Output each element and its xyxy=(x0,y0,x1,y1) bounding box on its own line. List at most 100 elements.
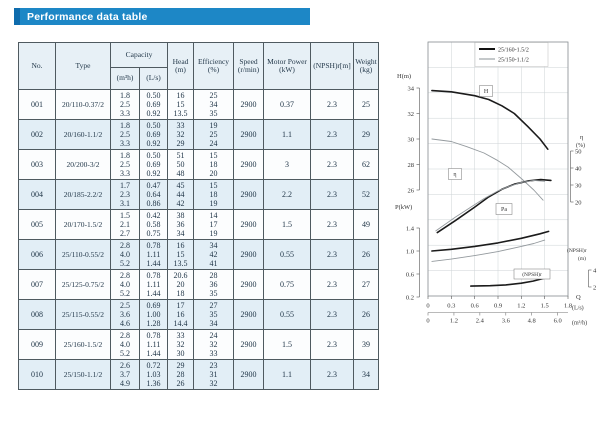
eta-curve-thin xyxy=(435,179,546,232)
cell-head: 29 28 26 xyxy=(167,359,195,390)
table-header: No. Type Capacity Head (m) Efficiency (%… xyxy=(18,42,380,90)
H-tick-label: 30 xyxy=(408,136,415,143)
eta-axis-label: η xyxy=(580,134,584,141)
header-efficiency: Efficiency (%) xyxy=(193,42,235,90)
cell-capacity_ls: 0.78 1.11 1.44 xyxy=(138,269,169,300)
H-tick-label: 26 xyxy=(408,187,415,194)
x-tick-m3h: 6.0 xyxy=(554,318,562,325)
cell-capacity_m3h: 1.7 2.3 3.1 xyxy=(110,179,140,210)
x-axis-label: Q xyxy=(576,294,581,301)
cell-head: 16 15 13.5 xyxy=(167,239,195,270)
legend-box xyxy=(474,42,549,67)
header-head: Head (m) xyxy=(167,42,195,90)
curve-label: η xyxy=(453,172,456,178)
cell-efficiency: 27 35 34 xyxy=(193,299,235,330)
npsh-curve-thick xyxy=(469,277,546,287)
x-tick-ls: 1.5 xyxy=(541,303,549,310)
curve-label: H xyxy=(484,89,489,95)
cell-npshr: 2.3 xyxy=(310,89,355,120)
header-capacity-ls: (L/s) xyxy=(138,67,169,90)
header-capacity-m3h: (m³h) xyxy=(110,67,140,90)
cell-efficiency: 24 32 33 xyxy=(193,329,235,360)
table-row: 002 20/160-1.1/2 1.8 2.5 3.3 0.50 0.69 0.92… xyxy=(18,119,380,150)
x-axis-unit-ls: (L/s) xyxy=(572,305,584,312)
x-tick-m3h: 4.8 xyxy=(528,318,536,325)
header-capacity: Capacity xyxy=(109,42,169,68)
cell-weight: 25 xyxy=(353,89,380,120)
cell-speed: 2900 xyxy=(233,329,265,360)
curve-label: Pa xyxy=(501,207,507,213)
cell-speed: 2900 xyxy=(233,239,265,270)
cell-efficiency: 14 17 19 xyxy=(193,209,235,240)
table-row: 007 25/125-0.75/2 2.8 4.0 5.2 0.78 1.11 1.4… xyxy=(18,269,380,300)
H-tick-label: 28 xyxy=(408,162,415,169)
x-tick-ls: 1.8 xyxy=(564,303,572,310)
cell-type: 20/185-2.2/2 xyxy=(55,179,111,210)
cell-speed: 2900 xyxy=(233,119,265,150)
P-tick-label: 1.0 xyxy=(406,248,414,255)
x-axis-unit-m3h: (m³/h) xyxy=(572,320,587,327)
curve-label: (NPSH)r xyxy=(522,271,542,278)
header-type: Type xyxy=(55,42,111,90)
x-tick-m3h: 0 xyxy=(426,318,429,325)
cell-speed: 2900 xyxy=(233,269,265,300)
cell-speed: 2900 xyxy=(233,149,265,180)
cell-motor_power: 1.1 xyxy=(263,119,312,150)
cell-weight: 62 xyxy=(353,149,380,180)
x-tick-m3h: 1.2 xyxy=(450,318,458,325)
cell-capacity_ls: 0.78 1.11 1.44 xyxy=(138,239,169,270)
H-tick-label: 34 xyxy=(408,85,415,92)
cell-efficiency: 34 42 41 xyxy=(193,239,235,270)
x-tick-ls: 1.2 xyxy=(517,303,525,310)
npsh-axis-label: (NPSH)r xyxy=(567,247,587,254)
npsh-tick-label: 2 xyxy=(593,284,596,291)
cell-type: 25/110-0.55/2 xyxy=(55,239,111,270)
curve-label-box xyxy=(479,85,493,97)
x-tick-m3h: 3.6 xyxy=(502,318,511,325)
curve-label-box xyxy=(513,268,551,280)
cell-capacity_m3h: 1.8 2.5 3.3 xyxy=(110,89,140,120)
cell-motor_power: 0.55 xyxy=(263,239,312,270)
cell-npshr: 2.3 xyxy=(310,209,355,240)
cell-efficiency: 19 25 24 xyxy=(193,119,235,150)
cell-capacity_m3h: 1.5 2.1 2.7 xyxy=(110,209,140,240)
header-weight: Weight (kg) xyxy=(353,42,380,90)
header-no: No. xyxy=(18,42,56,90)
cell-capacity_ls: 0.78 1.11 1.44 xyxy=(138,329,169,360)
P-tick-label: 0.6 xyxy=(406,271,415,278)
table-row: 005 20/170-1.5/2 1.5 2.1 2.7 0.42 0.58 0.75… xyxy=(18,209,380,240)
cell-head: 45 44 42 xyxy=(167,179,195,210)
cell-capacity_ls: 0.72 1.03 1.36 xyxy=(138,359,169,390)
cell-no: 008 xyxy=(18,299,56,330)
cell-motor_power: 1.1 xyxy=(263,359,312,390)
cell-type: 25/115-0.55/2 xyxy=(55,299,111,330)
cell-capacity_ls: 0.50 0.69 0.92 xyxy=(138,119,169,150)
cell-capacity_m3h: 1.8 2.5 3.3 xyxy=(110,149,140,180)
P-curve-thin xyxy=(431,239,546,262)
cell-head: 16 15 13.5 xyxy=(167,89,195,120)
cell-capacity_m3h: 2.8 4.0 5.2 xyxy=(110,269,140,300)
eta-tick-label: 50 xyxy=(575,148,582,155)
cell-no: 001 xyxy=(18,89,56,120)
cell-capacity_ls: 0.42 0.58 0.75 xyxy=(138,209,169,240)
table-row: 006 25/110-0.55/2 2.8 4.0 5.2 0.78 1.11 1.4… xyxy=(18,239,380,270)
cell-motor_power: 0.55 xyxy=(263,299,312,330)
npsh-tick-label: 4 xyxy=(593,267,597,274)
cell-capacity_ls: 0.50 0.69 0.92 xyxy=(138,89,169,120)
cell-efficiency: 25 34 35 xyxy=(193,89,235,120)
table-row: 008 25/115-0.55/2 2.5 3.6 4.6 0.69 1.00 1.2… xyxy=(18,299,380,330)
cell-speed: 2900 xyxy=(233,89,265,120)
eta-tick-label: 30 xyxy=(575,182,582,189)
cell-weight: 27 xyxy=(353,269,380,300)
cell-head: 17 16 14.4 xyxy=(167,299,195,330)
cell-type: 25/160-1.5/2 xyxy=(55,329,111,360)
cell-motor_power: 1.5 xyxy=(263,209,312,240)
cell-speed: 2900 xyxy=(233,299,265,330)
cell-capacity_ls: 0.47 0.64 0.86 xyxy=(138,179,169,210)
cell-head: 51 50 48 xyxy=(167,149,195,180)
cell-motor_power: 2.2 xyxy=(263,179,312,210)
cell-efficiency: 28 36 35 xyxy=(193,269,235,300)
curve-label-box xyxy=(495,203,513,215)
page-title-bar: Performance data table xyxy=(14,8,310,25)
cell-capacity_m3h: 2.6 3.7 4.9 xyxy=(110,359,140,390)
